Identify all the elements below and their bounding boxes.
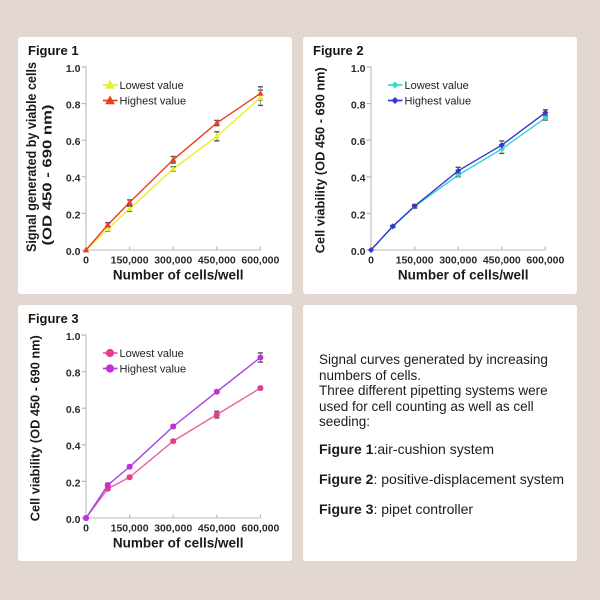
svg-text:0.6: 0.6	[66, 136, 81, 148]
svg-text:Number of cells/well: Number of cells/well	[113, 268, 244, 283]
svg-text:0: 0	[83, 523, 89, 535]
svg-text:Highest value: Highest value	[120, 364, 187, 376]
svg-text:0.4: 0.4	[66, 441, 81, 453]
svg-text:300,000: 300,000	[154, 523, 192, 535]
svg-text:0.4: 0.4	[351, 173, 366, 185]
svg-text:Cell viability (OD 450 - 690 n: Cell viability (OD 450 - 690 nm)	[28, 335, 43, 521]
svg-text:1.0: 1.0	[66, 63, 81, 75]
svg-text:(OD 450 - 690 nm): (OD 450 - 690 nm)	[40, 105, 55, 246]
svg-text:Lowest value: Lowest value	[120, 80, 184, 92]
svg-text:Number of cells/well: Number of cells/well	[113, 536, 244, 551]
svg-text:450,000: 450,000	[483, 255, 521, 267]
svg-text:Signal generated by viable cel: Signal generated by viable cells	[24, 62, 39, 252]
svg-text:0.0: 0.0	[351, 246, 366, 258]
svg-text:0.6: 0.6	[351, 136, 366, 148]
svg-text:300,000: 300,000	[154, 255, 192, 267]
svg-text:1.0: 1.0	[66, 331, 81, 343]
svg-text:0: 0	[368, 255, 374, 267]
svg-text:0.8: 0.8	[66, 100, 81, 112]
svg-text:0.2: 0.2	[66, 209, 81, 221]
svg-text:0.2: 0.2	[351, 209, 366, 221]
svg-text:Lowest value: Lowest value	[120, 348, 184, 360]
svg-text:0.2: 0.2	[66, 477, 81, 489]
svg-text:1.0: 1.0	[351, 63, 366, 75]
svg-text:0.4: 0.4	[66, 173, 81, 185]
svg-text:600,000: 600,000	[241, 255, 279, 267]
svg-text:0.6: 0.6	[66, 404, 81, 416]
svg-text:0.8: 0.8	[66, 368, 81, 380]
svg-text:Highest value: Highest value	[405, 96, 472, 108]
svg-text:150,000: 150,000	[111, 523, 149, 535]
svg-text:0.0: 0.0	[66, 514, 81, 526]
svg-text:450,000: 450,000	[198, 523, 236, 535]
svg-text:600,000: 600,000	[526, 255, 564, 267]
svg-text:0: 0	[83, 255, 89, 267]
svg-text:0.0: 0.0	[66, 246, 81, 258]
svg-text:300,000: 300,000	[439, 255, 477, 267]
svg-text:Cell viability (OD 450 - 690 n: Cell viability (OD 450 - 690 nm)	[313, 67, 328, 253]
svg-text:Highest value: Highest value	[120, 96, 187, 108]
svg-text:Number of cells/well: Number of cells/well	[398, 268, 529, 283]
svg-text:0.8: 0.8	[351, 100, 366, 112]
svg-text:600,000: 600,000	[241, 523, 279, 535]
svg-text:Lowest value: Lowest value	[405, 80, 469, 92]
svg-text:150,000: 150,000	[111, 255, 149, 267]
svg-text:150,000: 150,000	[396, 255, 434, 267]
svg-text:450,000: 450,000	[198, 255, 236, 267]
